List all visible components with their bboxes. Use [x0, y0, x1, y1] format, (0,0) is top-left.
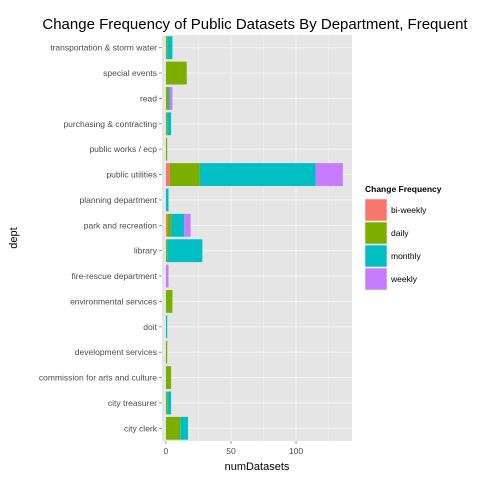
y-tick-label: library: [134, 246, 158, 256]
bar-segment-monthly: [171, 213, 185, 237]
bar-segment-daily: [165, 36, 168, 60]
y-tick-label: transportation & storm water: [50, 43, 157, 53]
bar-segment-daily: [165, 112, 168, 136]
legend-label: bi-weekly: [391, 205, 427, 215]
x-tick-label: 0: [164, 446, 169, 456]
legend-key-monthly: [364, 244, 388, 268]
bar-segment-weekly: [315, 163, 343, 186]
legend-label: monthly: [391, 251, 422, 261]
bar-segment-weekly: [169, 87, 173, 110]
bar-segment-daily: [165, 340, 168, 364]
legend-title: Change Frequency: [365, 184, 442, 194]
y-tick-label: environmental services: [70, 296, 157, 306]
y-tick-label: public works / ecp: [89, 144, 157, 154]
legend-key-bi-weekly: [364, 198, 388, 222]
y-axis-title: dept: [8, 227, 20, 248]
legend-label: daily: [391, 228, 409, 238]
y-tick-label: special events: [103, 68, 157, 78]
bar-segment-bi-weekly: [165, 213, 168, 237]
bar-segment-monthly: [167, 112, 172, 136]
bar-segment-weekly: [165, 264, 169, 288]
legend-key-daily: [364, 221, 388, 245]
y-tick-label: city clerk: [124, 423, 158, 433]
legend-key-weekly: [364, 267, 388, 291]
bar-segment-daily: [169, 163, 200, 186]
y-tick-label: park and recreation: [84, 220, 158, 230]
bar-segment-monthly: [180, 416, 189, 440]
bar-segment-bi-weekly: [165, 163, 170, 186]
bar-segment-monthly: [167, 391, 172, 415]
y-tick-labels: city clerk city treasurer commission for a…: [39, 43, 162, 433]
bar-segment-monthly: [199, 163, 316, 186]
bar-segment-daily: [165, 87, 169, 110]
legend-label: weekly: [390, 274, 418, 284]
bar-segment-daily: [165, 416, 181, 440]
chart-title: Change Frequency of Public Datasets By D…: [42, 16, 468, 33]
y-tick-label: commission for arts and culture: [39, 373, 157, 383]
y-tick-label: public utilities: [106, 170, 157, 180]
bar-segment-daily: [165, 290, 173, 313]
bar-segment-monthly: [167, 36, 173, 60]
plot-panel: [162, 35, 352, 441]
y-tick-label: doit: [143, 322, 157, 332]
bar-segment-daily: [165, 61, 187, 85]
y-tick-label: purchasing & contracting: [63, 119, 157, 129]
legend: Change Frequency bi-weekly daily monthly we…: [364, 184, 442, 291]
x-tick-labels: 0 50 100: [164, 441, 303, 456]
y-tick-label: read: [140, 93, 157, 103]
bar-segment-daily: [165, 137, 168, 161]
y-tick-label: fire-rescue department: [71, 271, 157, 281]
y-tick-label: planning department: [79, 195, 157, 205]
bar-segment-monthly: [165, 315, 168, 339]
x-tick-label: 50: [226, 446, 236, 456]
bar-segment-daily: [165, 366, 172, 389]
bar-segment-weekly: [184, 213, 191, 237]
bar-segment-daily: [165, 391, 168, 415]
y-tick-label: city treasurer: [108, 398, 157, 408]
y-tick-label: development services: [75, 347, 157, 357]
bars: [165, 36, 343, 440]
bar-segment-daily: [167, 213, 172, 237]
bar-segment-monthly: [168, 87, 170, 110]
bar-segment-daily: [165, 239, 168, 263]
bar-segment-monthly: [167, 239, 203, 263]
bar-segment-monthly: [165, 188, 169, 212]
x-axis-title: numDatasets: [225, 461, 290, 473]
x-tick-label: 100: [289, 446, 303, 456]
grid-lines: [162, 35, 352, 441]
